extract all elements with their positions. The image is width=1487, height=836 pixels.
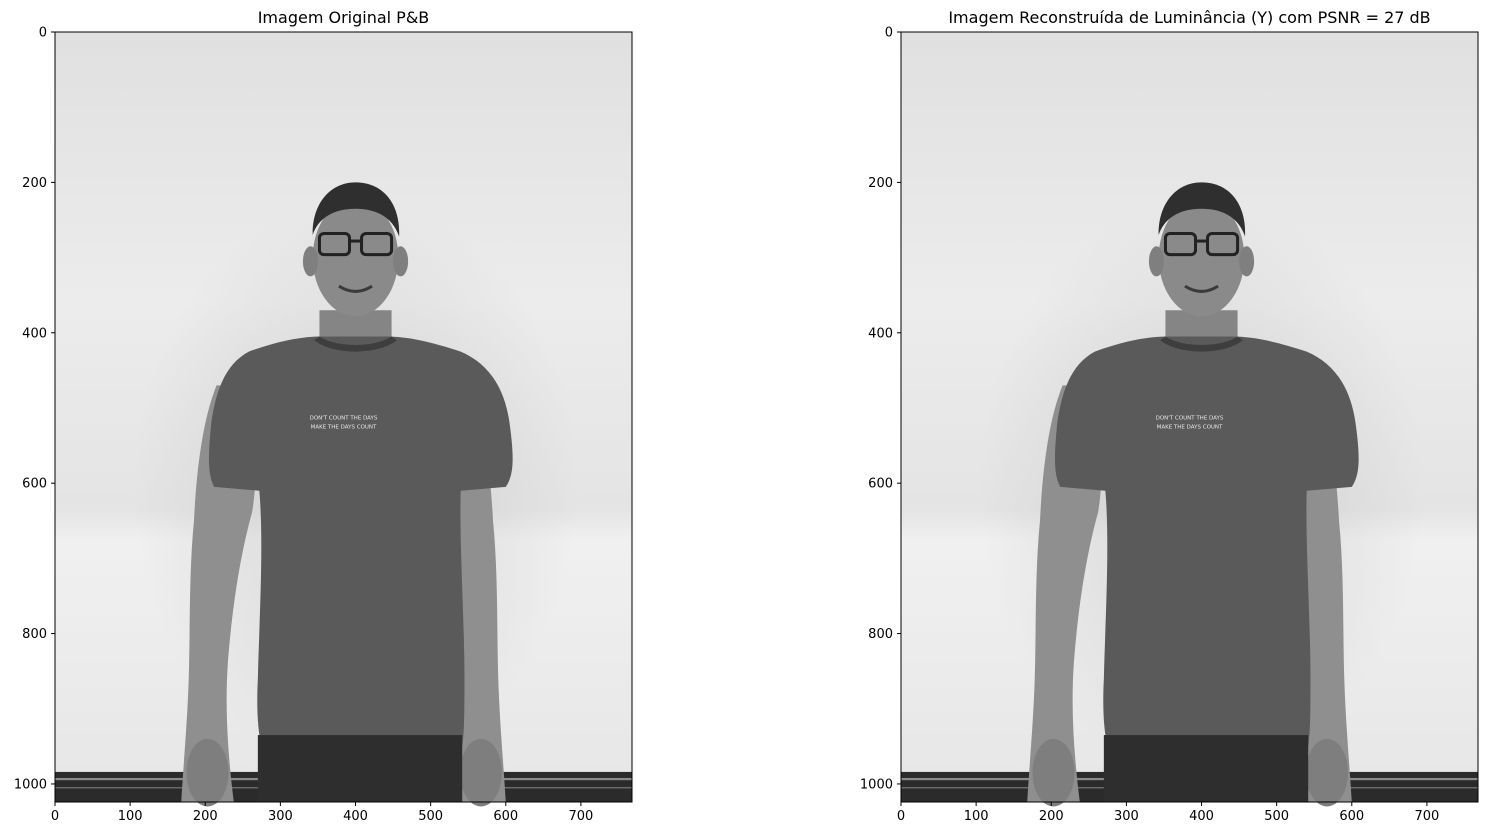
axes-frame <box>900 31 1479 803</box>
y-tick-label: 0 <box>39 26 47 41</box>
y-tick-label: 400 <box>868 326 893 341</box>
shirt-text-line2: MAKE THE DAYS COUNT <box>311 424 377 430</box>
axes-title: Imagem Original P&B <box>258 8 430 27</box>
y-tick-label: 1000 <box>14 777 47 792</box>
y-tick-label: 200 <box>22 176 47 191</box>
x-tick-label: 600 <box>1339 809 1364 824</box>
x-tick-label: 400 <box>1189 809 1214 824</box>
x-tick-label: 500 <box>418 809 443 824</box>
x-tick-label: 0 <box>51 809 59 824</box>
y-tick-label: 800 <box>22 627 47 642</box>
y-tick-label: 600 <box>22 477 47 492</box>
x-tick-label: 500 <box>1264 809 1289 824</box>
x-tick-label: 700 <box>1414 809 1439 824</box>
x-tick-label: 100 <box>118 809 143 824</box>
y-tick-label: 1000 <box>860 777 893 792</box>
axes-panel-2: DON'T COUNT THE DAYS MAKE THE DAYS COUNT I… <box>860 8 1480 824</box>
y-tick-label: 800 <box>868 627 893 642</box>
y-tick-label: 600 <box>868 477 893 492</box>
x-tick-label: 700 <box>568 809 593 824</box>
axes-panel-1: DON'T COUNT THE DAYS MAKE THE DAYS COUNT I… <box>14 8 634 824</box>
x-tick-label: 0 <box>897 809 905 824</box>
x-tick-label: 300 <box>268 809 293 824</box>
x-tick-label: 200 <box>193 809 218 824</box>
x-tick-label: 200 <box>1039 809 1064 824</box>
shirt-text-line2: MAKE THE DAYS COUNT <box>1157 424 1223 430</box>
y-tick-label: 0 <box>885 26 893 41</box>
y-tick-label: 200 <box>868 176 893 191</box>
x-tick-label: 400 <box>343 809 368 824</box>
x-tick-label: 600 <box>493 809 518 824</box>
shirt-text-line1: DON'T COUNT THE DAYS <box>310 415 378 421</box>
axes-frame <box>54 31 633 803</box>
axes-title: Imagem Reconstruída de Luminância (Y) co… <box>948 8 1430 27</box>
y-tick-label: 400 <box>22 326 47 341</box>
x-tick-label: 100 <box>964 809 989 824</box>
shirt-text-line1: DON'T COUNT THE DAYS <box>1156 415 1224 421</box>
x-tick-label: 300 <box>1114 809 1139 824</box>
